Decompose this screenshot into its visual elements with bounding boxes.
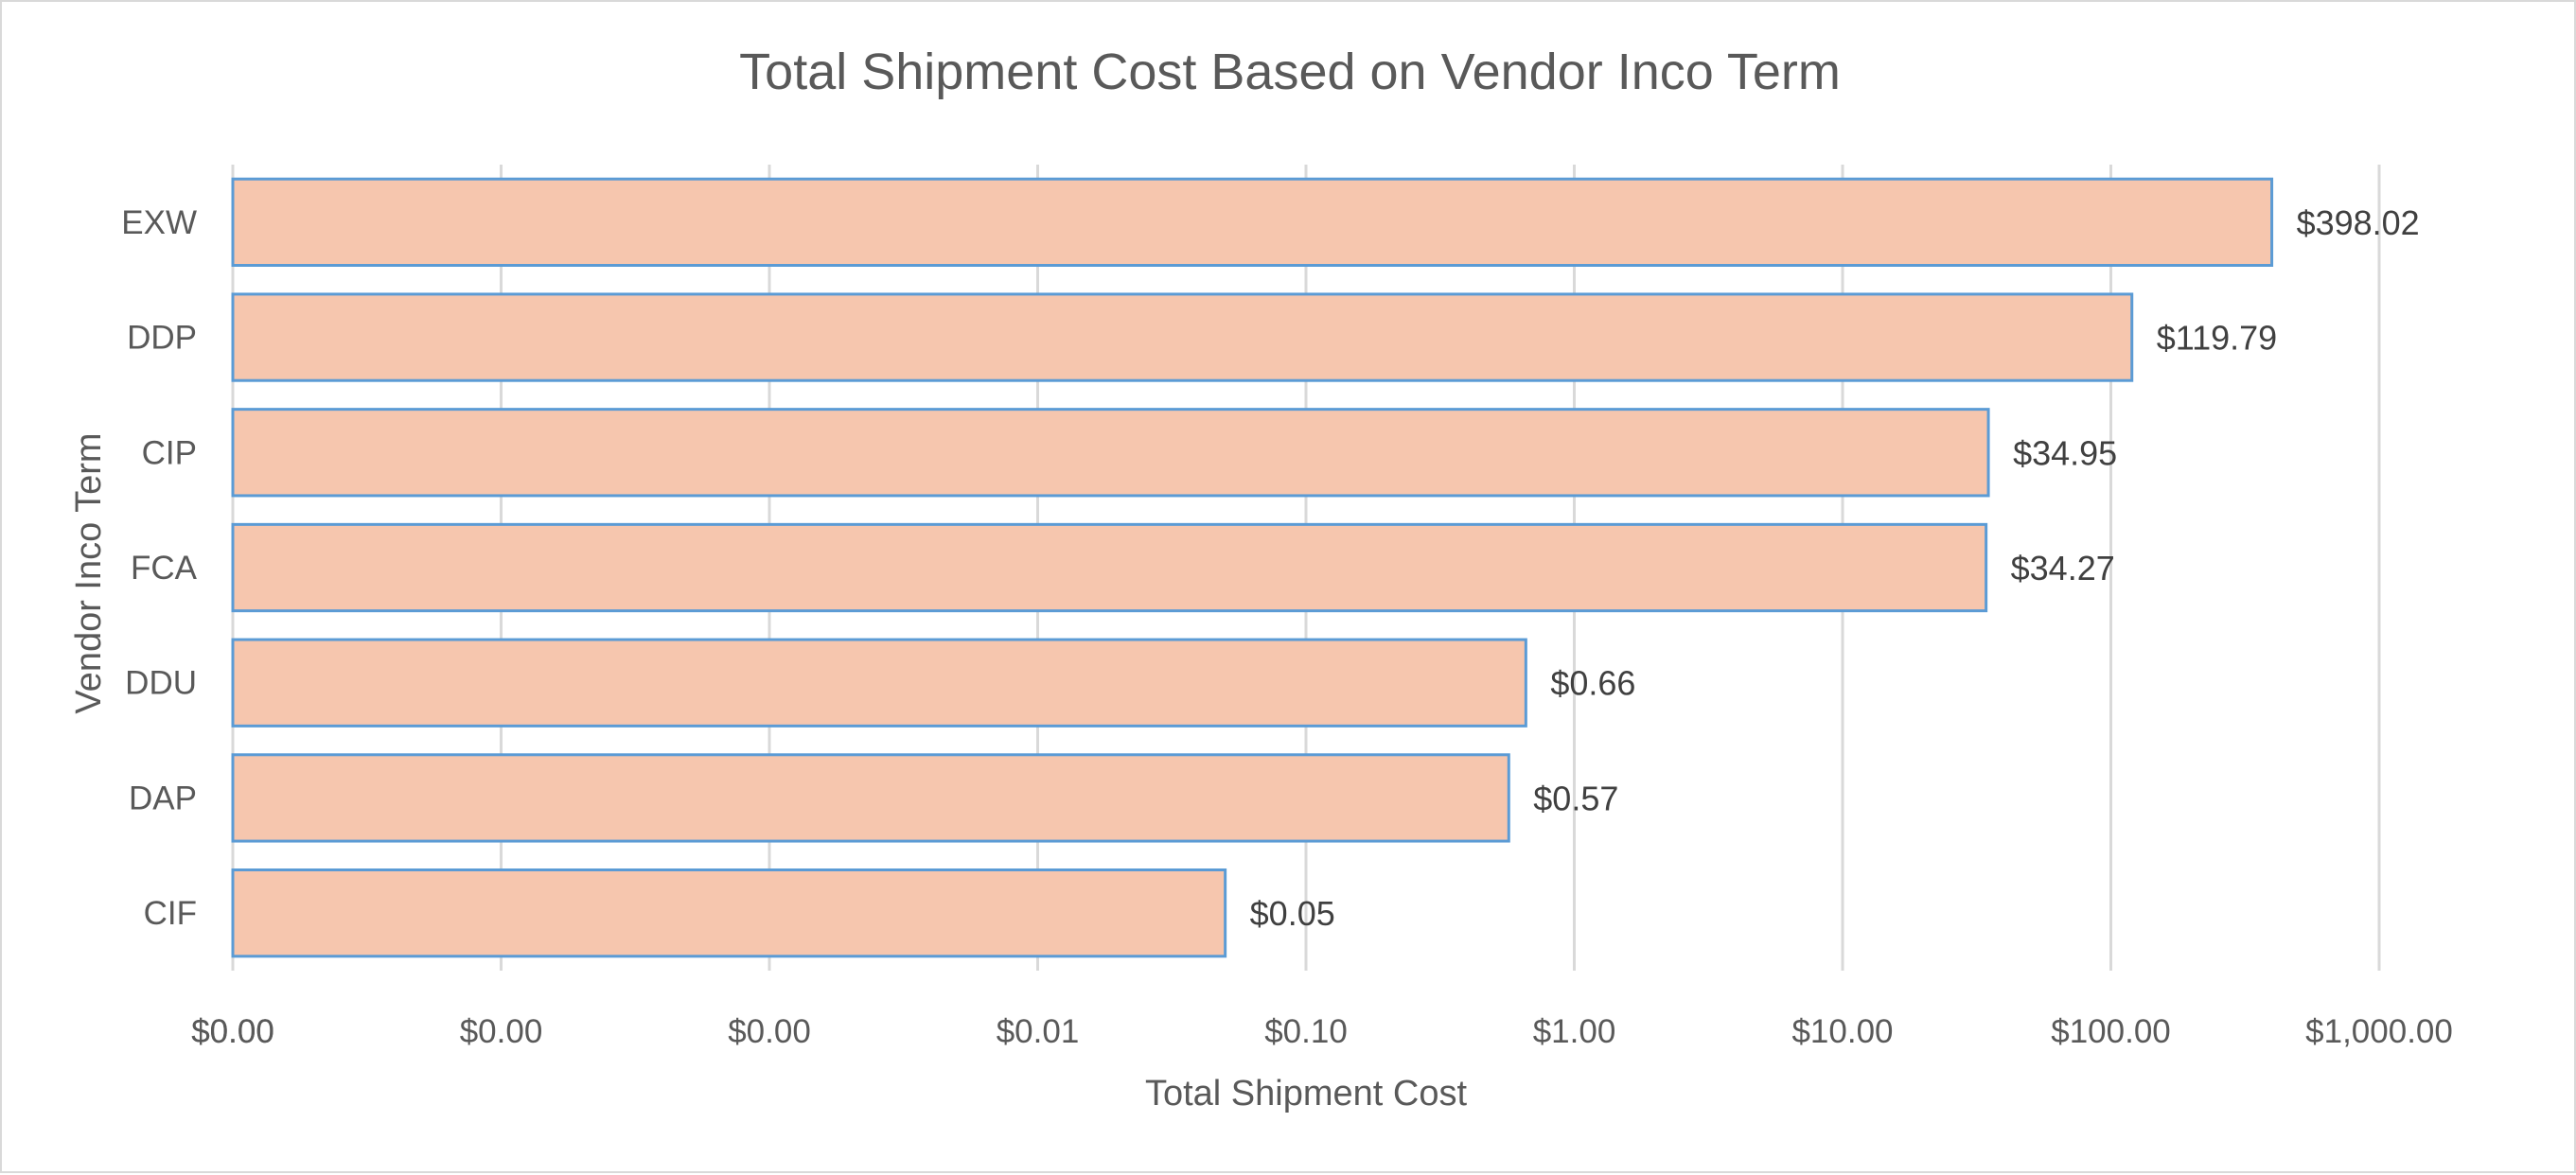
y-category-label: DDU [125,665,197,702]
bar [231,522,1988,613]
x-tick-label: $1.00 [1533,1013,1616,1050]
x-tick-label: $10.00 [1791,1013,1893,1050]
y-category-label: DAP [129,780,197,816]
y-category-label: FCA [131,550,198,587]
data-label: $0.05 [1250,894,1335,933]
data-label: $119.79 [2157,319,2277,358]
bar [231,868,1227,958]
x-tick-label: $100.00 [2051,1013,2171,1050]
y-axis-categories: EXW DDP CIP FCA DDU DAP CIF [121,204,197,932]
data-label: $0.66 [1550,664,1635,703]
y-axis-title: Vendor Inco Term [69,432,109,713]
y-category-label: EXW [121,204,197,241]
data-label: $398.02 [2297,203,2420,242]
x-tick-label: $1,000.00 [2305,1013,2453,1050]
data-label: $34.27 [2011,549,2115,588]
x-tick-label: $0.01 [997,1013,1080,1050]
y-category-label: CIP [142,434,197,471]
x-tick-label: $0.00 [460,1013,543,1050]
x-axis-title: Total Shipment Cost [1145,1074,1467,1114]
x-tick-label: $0.00 [191,1013,274,1050]
data-label: $34.95 [2013,433,2117,472]
y-category-label: DDP [127,320,197,357]
data-label: $0.57 [1533,779,1618,817]
x-tick-label: $0.10 [1264,1013,1348,1050]
x-axis-ticks: $0.00$0.00 $0.00 $0.00 $0.01 $0.10 $1.00 $10.0… [191,1013,2453,1050]
bar [231,292,2134,382]
bar [231,177,2274,267]
bar [231,638,1527,728]
data-labels: $398.02 $119.79 $34.95 $34.27 $0.66 $0.57 $0.0… [1250,203,2420,933]
bar [231,408,1990,498]
bars [231,177,2274,958]
chart-title: Total Shipment Cost Based on Vendor Inco… [739,44,1841,100]
x-tick-label: $0.00 [191,1013,274,1050]
x-tick-label: $0.00 [728,1013,811,1050]
y-category-label: CIF [144,895,197,932]
bar [231,753,1510,843]
